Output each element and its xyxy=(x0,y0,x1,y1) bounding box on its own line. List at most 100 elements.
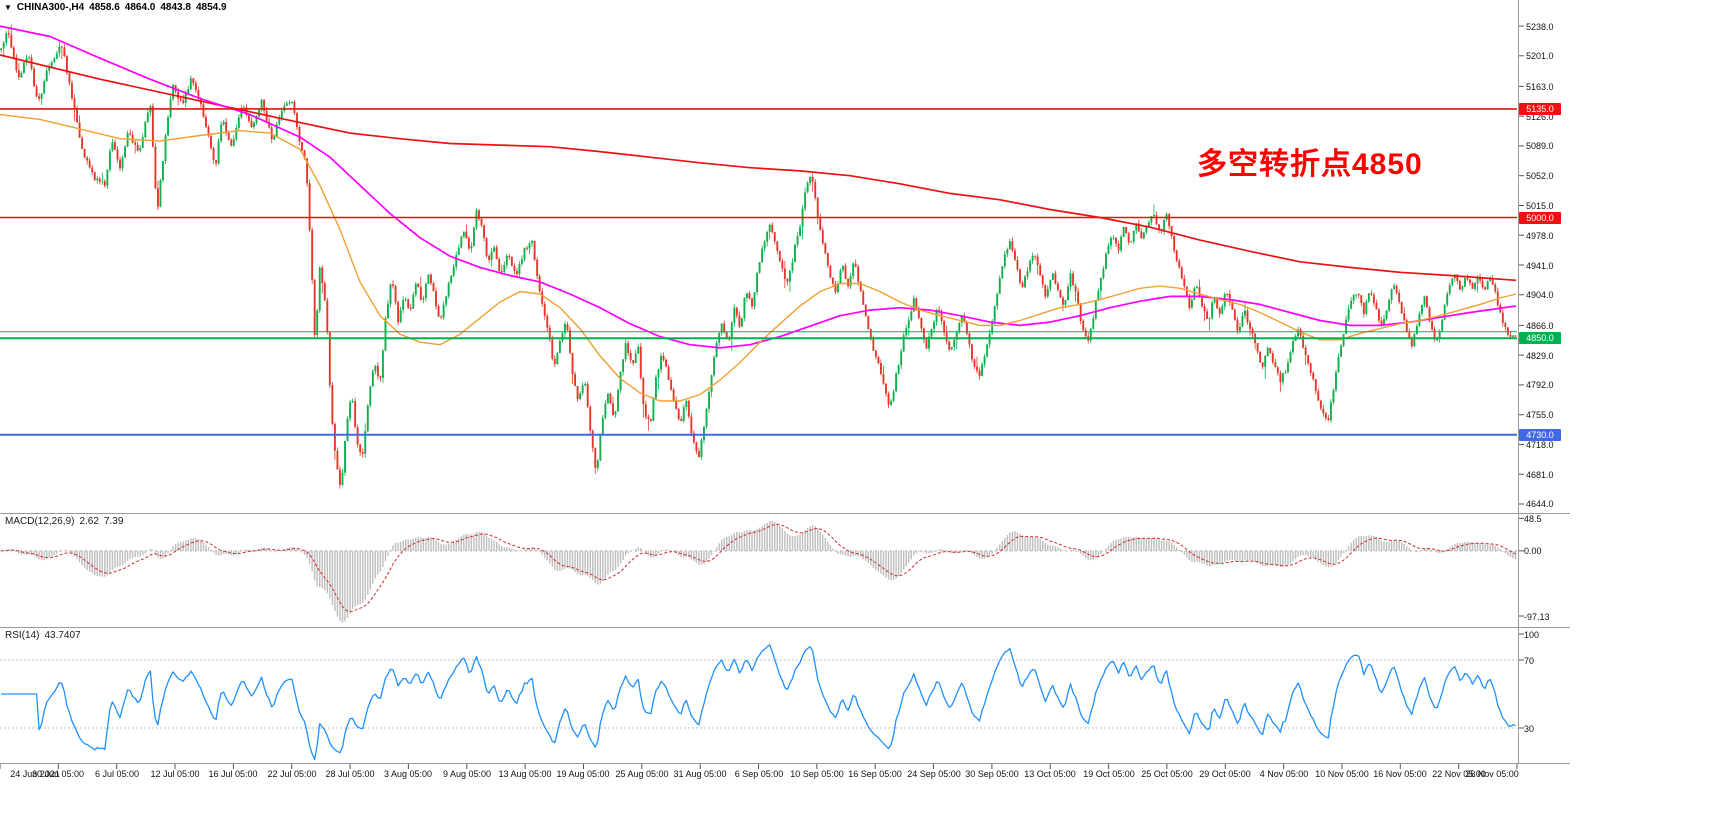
time-tick-label: 28 Jul 05:00 xyxy=(325,769,375,779)
candle-body xyxy=(493,247,496,252)
candle-body xyxy=(1099,278,1102,291)
candle-body xyxy=(235,128,238,139)
candle-body xyxy=(392,284,394,286)
candle-body xyxy=(723,323,726,333)
candle-body xyxy=(225,122,228,133)
candle-body xyxy=(81,137,84,149)
time-tick-label: 16 Nov 05:00 xyxy=(1373,769,1427,779)
candle-body xyxy=(1016,260,1019,270)
candle-body xyxy=(675,400,678,409)
candle-body xyxy=(389,284,392,304)
candle-body xyxy=(1388,299,1391,311)
candle-body xyxy=(778,250,781,262)
candle-body xyxy=(1413,334,1416,347)
candle-body xyxy=(182,100,185,103)
candle-body xyxy=(1104,254,1107,269)
candle-body xyxy=(172,85,175,99)
candle-body xyxy=(460,236,463,248)
candle-body xyxy=(991,321,994,334)
price-tick-label: 4904.0 xyxy=(1526,290,1554,300)
candle-body xyxy=(783,268,786,279)
candle-body xyxy=(205,116,207,127)
candle-body xyxy=(1168,214,1171,227)
candle-body xyxy=(78,122,81,138)
slow-ma-line xyxy=(0,54,1517,282)
candle-body xyxy=(599,434,602,461)
candle-body xyxy=(311,229,314,280)
candle-body xyxy=(427,274,430,284)
candle-body xyxy=(285,103,288,106)
candle-body xyxy=(1155,215,1158,225)
candle-body xyxy=(450,275,453,283)
candle-body xyxy=(1476,277,1479,284)
candle-body xyxy=(88,160,91,168)
candle-body xyxy=(685,400,688,407)
macd-signal-line xyxy=(1,523,1516,613)
candle-body xyxy=(900,351,903,366)
candle-body xyxy=(1218,308,1221,314)
candle-body xyxy=(242,107,245,109)
candle-body xyxy=(1041,275,1044,285)
candle-body xyxy=(1140,231,1143,239)
candle-body xyxy=(154,146,157,189)
candle-body xyxy=(1319,400,1322,409)
candle-body xyxy=(1244,310,1246,316)
candle-body xyxy=(65,56,68,73)
candle-body xyxy=(606,393,609,404)
candle-body xyxy=(637,346,640,354)
candle-body xyxy=(397,301,400,323)
candle-body xyxy=(538,276,541,292)
candle-body xyxy=(260,99,263,109)
candle-body xyxy=(1006,249,1009,255)
candle-body xyxy=(1400,302,1403,313)
candle-body xyxy=(364,431,367,454)
candle-body xyxy=(1163,219,1166,232)
candle-body xyxy=(1385,310,1388,319)
candle-body xyxy=(129,133,132,135)
candle-body xyxy=(1342,333,1345,346)
candle-body xyxy=(1307,355,1310,364)
candle-body xyxy=(1337,356,1340,373)
candle-body xyxy=(187,89,190,94)
candle-body xyxy=(1082,320,1085,331)
candle-body xyxy=(953,339,956,347)
candle-body xyxy=(629,352,632,360)
candle-body xyxy=(1395,285,1398,293)
candle-body xyxy=(253,122,255,127)
time-tick-label: 19 Oct 05:00 xyxy=(1083,769,1135,779)
candle-body xyxy=(93,172,96,181)
candle-body xyxy=(652,398,655,421)
candle-body xyxy=(230,140,233,146)
candle-body xyxy=(412,294,415,309)
candle-body xyxy=(503,265,506,272)
candle-body xyxy=(1461,286,1464,290)
candle-body xyxy=(1302,335,1305,348)
candle-body xyxy=(369,386,372,406)
rsi-name: RSI(14) xyxy=(5,630,40,641)
candle-body xyxy=(735,307,738,316)
candle-body xyxy=(824,243,827,254)
candle-body xyxy=(672,389,675,401)
candle-body xyxy=(1312,373,1315,380)
candle-body xyxy=(326,300,329,333)
candle-body xyxy=(963,315,966,323)
candle-body xyxy=(1125,227,1128,233)
candle-body xyxy=(546,315,549,328)
candle-body xyxy=(508,255,511,258)
candle-body xyxy=(1378,309,1380,321)
candle-body xyxy=(1484,287,1487,290)
candle-body xyxy=(1347,308,1350,320)
candle-body xyxy=(1362,302,1365,314)
candle-body xyxy=(1423,296,1426,305)
time-tick-label: 19 Aug 05:00 xyxy=(556,769,610,779)
candle-body xyxy=(1390,289,1393,300)
candle-body xyxy=(164,135,167,162)
candle-body xyxy=(1246,310,1249,323)
candle-body xyxy=(738,315,741,327)
candle-body xyxy=(857,266,860,282)
price-tick-label: 4644.0 xyxy=(1526,499,1554,509)
candle-body xyxy=(1329,402,1332,421)
candle-body xyxy=(725,332,728,339)
chart-annotation-text[interactable]: 多空转折点4850 xyxy=(1197,148,1423,181)
